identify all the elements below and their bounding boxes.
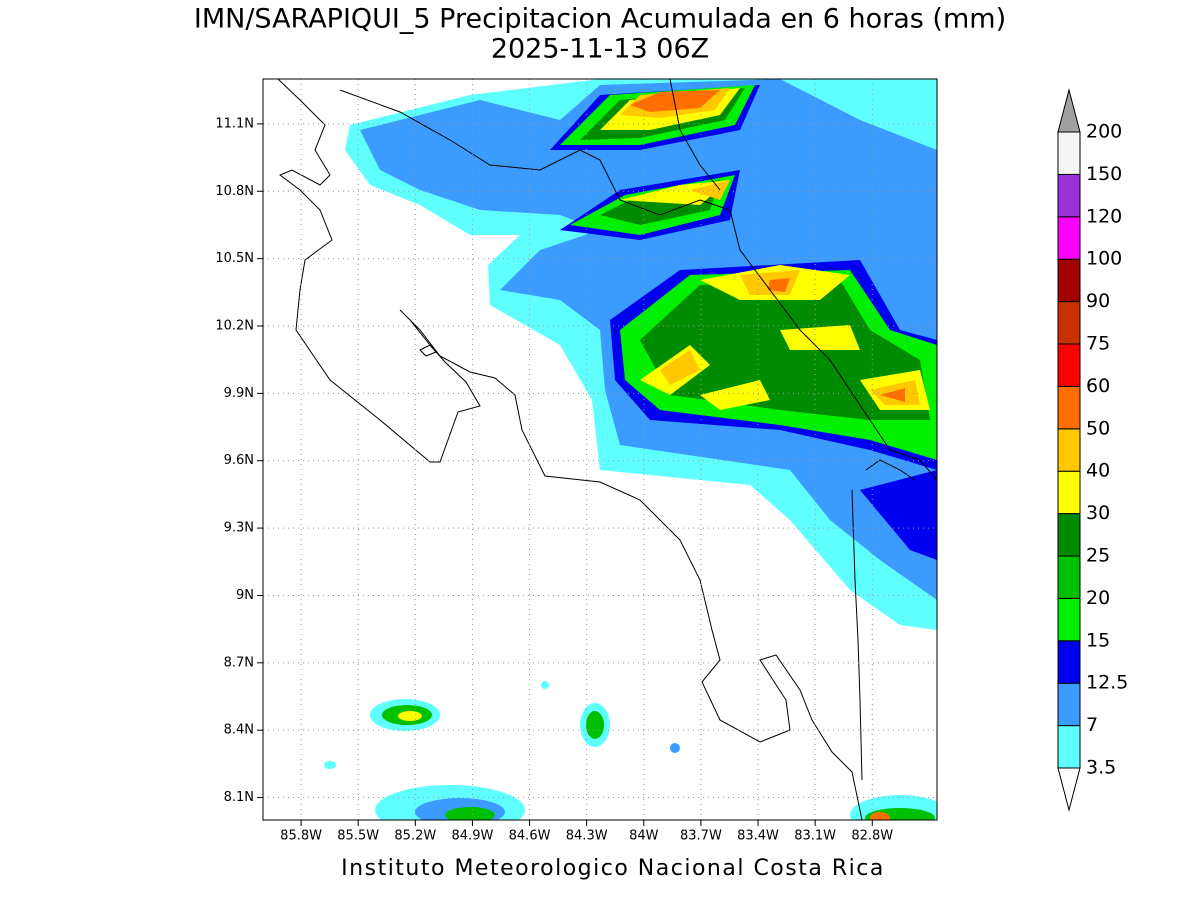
y-tick-label: 8.4N (224, 723, 254, 738)
colorbar-box (1057, 725, 1081, 769)
colorbar-over (1057, 88, 1081, 133)
colorbar-label: 15 (1086, 629, 1110, 651)
colorbar-label: 120 (1086, 205, 1122, 227)
colorbar-box (1057, 513, 1081, 557)
x-tick-label: 84.6W (509, 829, 551, 844)
colorbar-label: 100 (1086, 248, 1122, 270)
colorbar-box (1057, 131, 1081, 175)
colorbar-box (1057, 640, 1081, 684)
x-tick-label: 83.7W (680, 829, 722, 844)
map-frame (262, 78, 938, 821)
y-tick-label: 10.2N (215, 319, 254, 334)
colorbar-label: 25 (1086, 545, 1110, 567)
colorbar-label: 12.5 (1086, 672, 1128, 694)
y-tick-label: 11.1N (215, 116, 254, 131)
x-tick-label: 82.8W (851, 829, 893, 844)
colorbar-label: 40 (1086, 460, 1110, 482)
colorbar: 3.5 7 12.5 15 20 25 30 40 50 60 75 90 100 120 150 200 (1057, 88, 1128, 812)
colorbar-label: 7 (1086, 714, 1098, 736)
colorbar-label: 200 (1086, 121, 1122, 143)
graticule: 85.8W 85.5W 85.2W 84.9W 84.6W 84.3W 84W 83.7W 83… (215, 79, 937, 844)
x-tick-label: 84W (629, 829, 659, 844)
colorbar-box (1057, 173, 1081, 218)
colorbar-label: 60 (1086, 375, 1110, 397)
colorbar-box (1057, 385, 1081, 430)
y-tick-label: 9.6N (224, 453, 254, 468)
colorbar-label: 30 (1086, 502, 1110, 524)
title: IMN/SARAPIQUI_5 Precipitacion Acumulada … (194, 4, 1006, 35)
y-tick-label: 10.8N (215, 184, 254, 199)
colorbar-label: 150 (1086, 163, 1122, 185)
y-tick-label: 9.3N (224, 521, 254, 536)
x-tick-label: 83.1W (794, 829, 836, 844)
colorbar-box (1057, 301, 1081, 345)
colorbar-box (1057, 343, 1081, 387)
colorbar-under (1057, 767, 1081, 812)
colorbar-box (1057, 258, 1081, 303)
precipitation-field (324, 79, 937, 820)
footer: Instituto Meteorologico Nacional Costa R… (341, 856, 885, 881)
y-tick-label: 9N (236, 588, 254, 603)
y-tick-label: 10.5N (215, 251, 254, 266)
colorbar-label: 50 (1086, 417, 1110, 439)
x-tick-label: 85.2W (394, 829, 436, 844)
x-tick-label: 83.4W (737, 829, 779, 844)
colorbar-label: 20 (1086, 587, 1110, 609)
colorbar-box (1057, 555, 1081, 599)
colorbar-label: 90 (1086, 290, 1110, 312)
colorbar-box (1057, 597, 1081, 642)
colorbar-label: 75 (1086, 333, 1110, 355)
x-tick-label: 84.9W (452, 829, 494, 844)
y-tick-label: 8.1N (224, 790, 254, 805)
colorbar-label: 3.5 (1086, 757, 1116, 779)
x-tick-label: 85.8W (280, 829, 322, 844)
colorbar-box (1057, 470, 1081, 515)
colorbar-box (1057, 216, 1081, 260)
colorbar-box (1057, 682, 1081, 727)
y-tick-label: 8.7N (224, 655, 254, 670)
colorbar-box (1057, 428, 1081, 472)
subtitle: 2025-11-13 06Z (491, 34, 709, 65)
x-tick-label: 84.3W (566, 829, 608, 844)
y-tick-label: 9.9N (224, 386, 254, 401)
x-tick-label: 85.5W (337, 829, 379, 844)
coastlines (277, 79, 937, 820)
